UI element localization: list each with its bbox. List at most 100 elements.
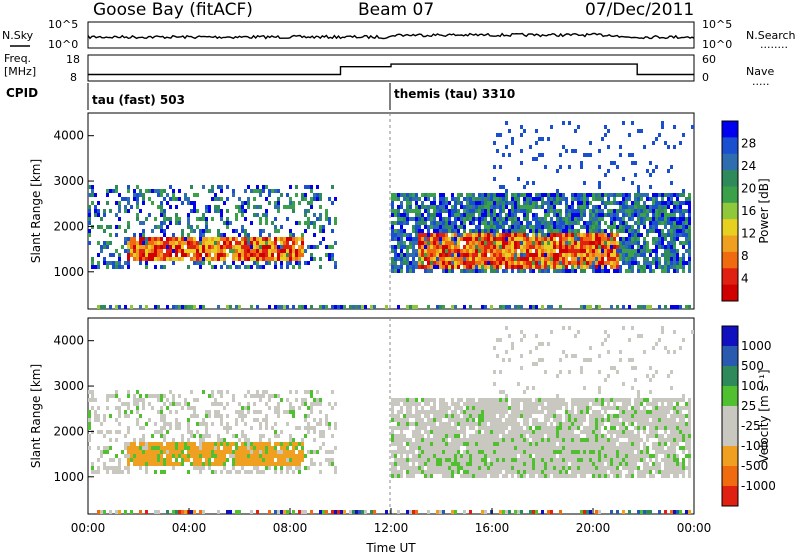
velocity-cell [187,438,190,442]
velocity-cell [214,410,217,414]
power-cell [550,197,553,201]
power-cell [442,261,445,265]
velocity-cell [415,406,418,410]
power-cell [580,161,583,165]
power-cell [310,245,313,249]
velocity-cell [433,402,436,406]
power-cell [601,241,604,245]
power-cell [598,245,601,249]
velocity-cell [115,438,118,442]
power-cell [637,253,640,257]
power-cell [334,241,337,245]
power-cell [676,205,679,209]
velocity-cell [424,458,427,462]
velocity-cell [496,430,499,434]
power-cell [478,249,481,253]
velocity-cell [160,414,163,418]
power-cell [460,193,463,197]
velocity-cell [505,410,508,414]
colorbar-swatch [722,153,738,171]
velocity-cell [550,450,553,454]
power-cell [580,305,583,309]
velocity-cell [478,474,481,478]
power-cell [511,257,514,261]
velocity-cell [112,458,115,462]
power-cell [538,241,541,245]
power-cell [547,137,550,141]
velocity-cell [199,438,202,442]
velocity-cell [292,450,295,454]
velocity-cell [139,442,142,446]
power-cell [655,205,658,209]
power-cell [583,241,586,245]
velocity-cell [196,430,199,434]
power-cell [619,153,622,157]
power-cell [460,201,463,205]
power-cell [199,237,202,241]
power-cell [679,217,682,221]
power-cell [307,201,310,205]
velocity-cell [196,450,199,454]
velocity-cell [97,406,100,410]
power-cell [574,129,577,133]
power-cell [511,141,514,145]
velocity-cell [205,414,208,418]
power-cell [235,241,238,245]
velocity-cell [214,450,217,454]
power-cell [508,213,511,217]
power-cell [553,225,556,229]
power-cell [400,229,403,233]
velocity-cell [127,458,130,462]
velocity-cell [517,430,520,434]
power-cell [604,125,607,129]
velocity-cell [91,470,94,474]
velocity-cell [562,462,565,466]
velocity-cell [307,390,310,394]
velocity-cell [409,402,412,406]
power-cell [451,233,454,237]
power-cell [250,237,253,241]
power-cell [601,269,604,273]
velocity-cell [475,406,478,410]
velocity-cell [592,410,595,414]
power-cell [565,249,568,253]
velocity-cell [412,430,415,434]
velocity-cell [442,430,445,434]
power-cell [277,209,280,213]
power-cell [643,205,646,209]
velocity-cell [448,414,451,418]
power-cell [550,249,553,253]
velocity-cell [133,446,136,450]
power-cell [436,257,439,261]
power-cell [538,253,541,257]
velocity-cell [475,438,478,442]
power-cell [604,261,607,265]
velocity-cell [268,462,271,466]
power-cell [532,245,535,249]
velocity-cell [493,410,496,414]
power-cell [670,221,673,225]
power-cell [688,197,691,201]
velocity-cell [214,462,217,466]
power-cell [178,189,181,193]
power-cell [478,193,481,197]
velocity-cell [154,470,157,474]
velocity-cell [598,454,601,458]
velocity-cell [400,426,403,430]
power-cell [319,213,322,217]
velocity-cell [565,406,568,410]
power-cell [547,229,550,233]
power-cell [679,193,682,197]
power-cell [454,237,457,241]
velocity-cell [487,438,490,442]
power-cell [562,217,565,221]
power-cell [205,249,208,253]
power-cell [238,257,241,261]
velocity-cell [208,462,211,466]
power-cell [679,233,682,237]
power-cell [265,241,268,245]
power-cell [562,257,565,261]
power-cell [205,245,208,249]
power-cell [598,213,601,217]
velocity-cell [574,446,577,450]
